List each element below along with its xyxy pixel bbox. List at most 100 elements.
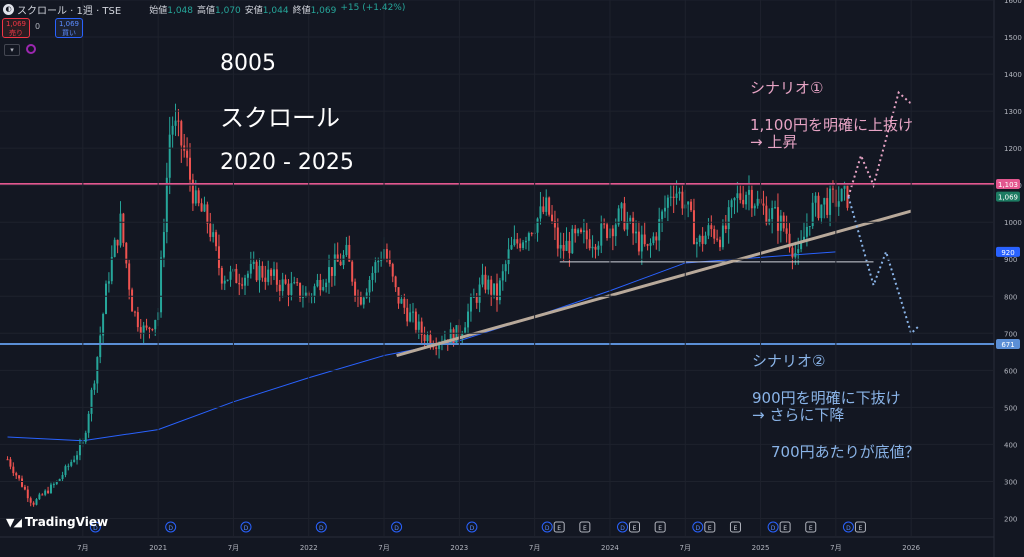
candle-body	[235, 268, 238, 284]
price-axis[interactable]: 2003004005006007008009001000110012001300…	[0, 0, 1022, 523]
dividend-label: D	[394, 525, 399, 532]
candle-body	[272, 269, 275, 276]
price-label-bg	[996, 339, 1020, 350]
candle-body	[215, 232, 218, 247]
candle-body	[388, 259, 391, 265]
candle-body	[635, 231, 638, 234]
candle-body	[681, 191, 684, 209]
candle-body	[403, 298, 406, 308]
candle-body	[811, 202, 814, 227]
candle-body	[739, 193, 742, 200]
dividend-marker	[315, 521, 327, 533]
dividend-label: D	[93, 525, 98, 532]
candle-body	[203, 204, 206, 212]
candle-body	[154, 320, 157, 330]
candle-body	[359, 295, 362, 305]
candle-body	[322, 287, 325, 291]
candle-body	[128, 263, 131, 290]
candle-body	[774, 207, 777, 209]
candle-body	[397, 287, 400, 304]
candle-body	[296, 282, 299, 284]
candle-body	[585, 230, 588, 240]
y-tick-label: 1500	[1004, 34, 1022, 42]
candle-body	[41, 494, 44, 496]
candle-body	[394, 276, 397, 288]
x-tick-label: 2026	[902, 544, 920, 552]
scenario1-text-1: 1,100円を明確に上抜け	[750, 116, 913, 134]
candle-body	[646, 244, 649, 246]
candle-body	[652, 236, 655, 244]
candle-body	[165, 177, 168, 233]
candle-body	[571, 228, 574, 254]
candle-body	[629, 217, 632, 222]
dividend-marker	[89, 521, 101, 533]
time-axis[interactable]: 7月 2021 7月 2022 7月 2023 7月 2024 7月 2025 7月 2026	[77, 0, 921, 552]
buy-button[interactable]: 1,069 買い	[55, 18, 83, 38]
symbol-title[interactable]: スクロール · 1週 · TSE	[17, 5, 122, 17]
candle-body	[487, 279, 490, 290]
scenario1-title: シナリオ①	[750, 79, 824, 97]
candle-body	[365, 292, 368, 298]
indicator-gear-icon[interactable]	[26, 44, 36, 54]
candle-body	[490, 279, 493, 295]
earnings-label: E	[708, 525, 712, 532]
earnings-marker	[553, 521, 565, 533]
candle-body	[374, 262, 377, 273]
earnings-label: E	[734, 525, 738, 532]
dividend-label: D	[545, 525, 550, 532]
candle-body	[579, 229, 582, 233]
candle-body	[330, 267, 333, 276]
candle-body	[513, 239, 516, 246]
collapse-chevron-icon[interactable]: ▾	[4, 44, 20, 56]
candle-body	[200, 203, 203, 212]
dividend-marker	[391, 521, 403, 533]
candle-body	[837, 201, 840, 207]
candle-body	[794, 252, 797, 258]
candle-body	[687, 201, 690, 205]
candle-body	[12, 466, 15, 474]
candle-body	[504, 264, 507, 272]
earnings-label: E	[783, 525, 787, 532]
candle-body	[339, 261, 342, 266]
candle-body	[519, 243, 522, 248]
candle-body	[501, 271, 504, 281]
candle-body	[162, 232, 165, 258]
candle-body	[539, 206, 542, 219]
candle-body	[742, 199, 745, 205]
candle-body	[542, 206, 545, 212]
y-tick-label: 600	[1004, 367, 1017, 375]
candle-body	[258, 265, 261, 281]
candle-body	[35, 499, 38, 505]
candle-body	[299, 282, 302, 298]
ohlc-item: +15 (+1.42%)	[340, 3, 405, 16]
candle-body	[238, 283, 241, 285]
sell-label: 売り	[9, 29, 23, 37]
ohlc-key: 安値	[244, 5, 263, 16]
candle-body	[61, 475, 64, 479]
candle-body	[733, 198, 736, 201]
sell-button[interactable]: 1,069 売り	[2, 18, 30, 38]
candle-body	[736, 193, 739, 199]
trend-line	[396, 209, 912, 357]
candle-body	[73, 459, 76, 462]
candle-body	[727, 207, 730, 230]
candle-body	[588, 239, 591, 249]
candle-body	[116, 239, 119, 246]
candle-body	[678, 191, 681, 194]
candle-body	[637, 231, 640, 252]
candle-body	[168, 134, 171, 178]
candle-body	[93, 383, 96, 390]
candle-body	[133, 311, 136, 313]
dividend-marker	[842, 521, 854, 533]
dividend-marker	[767, 521, 779, 533]
candle-body	[643, 234, 646, 245]
ohlc-value: 1,069	[310, 5, 337, 16]
candle-body	[217, 246, 220, 268]
tradingview-logo[interactable]: ▼◢ TradingView	[6, 515, 108, 529]
candle-body	[753, 205, 756, 209]
ohlc-key: 高値	[197, 5, 216, 16]
dividend-label: D	[470, 525, 475, 532]
candle-body	[32, 502, 35, 505]
